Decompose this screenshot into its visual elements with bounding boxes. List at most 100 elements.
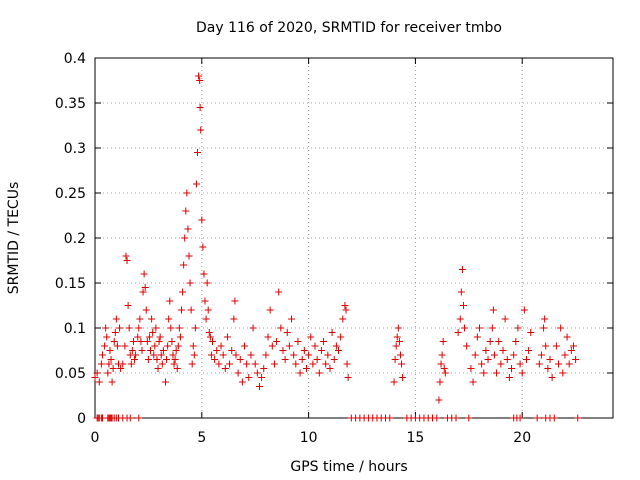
data-point xyxy=(167,324,175,332)
data-point xyxy=(508,365,516,372)
data-point xyxy=(279,347,287,354)
data-point xyxy=(435,396,443,404)
data-point xyxy=(488,324,496,332)
data-point xyxy=(152,324,160,332)
data-point xyxy=(399,374,407,381)
data-point xyxy=(211,356,219,363)
data-point xyxy=(514,324,522,332)
data-point xyxy=(176,333,184,341)
data-point xyxy=(140,270,148,278)
data-point xyxy=(533,414,541,422)
data-point xyxy=(305,351,313,359)
data-point xyxy=(190,351,198,359)
data-point xyxy=(206,333,214,341)
data-point xyxy=(550,414,558,422)
x-axis-label: GPS time / hours xyxy=(290,459,407,475)
x-tick-label: 20 xyxy=(513,430,531,446)
data-point xyxy=(129,338,137,345)
data-point xyxy=(341,302,349,309)
data-point xyxy=(97,360,105,368)
data-point xyxy=(139,288,147,296)
data-point xyxy=(343,360,351,368)
data-point xyxy=(185,252,193,260)
data-point xyxy=(482,347,490,354)
data-point xyxy=(525,347,533,354)
data-point xyxy=(144,356,152,363)
data-point xyxy=(153,356,161,363)
data-point xyxy=(458,266,466,273)
data-point xyxy=(131,356,139,363)
data-point xyxy=(135,324,143,332)
data-point xyxy=(126,414,134,422)
data-point xyxy=(108,378,116,386)
data-point xyxy=(270,360,278,368)
data-point xyxy=(552,342,560,350)
y-axis-label: SRMTID / TECUs xyxy=(6,182,22,295)
x-tick-label: 5 xyxy=(197,430,206,446)
data-point xyxy=(138,347,146,354)
data-point xyxy=(178,306,186,314)
data-point xyxy=(147,347,155,354)
data-point xyxy=(569,342,577,350)
data-point xyxy=(204,306,212,314)
data-point xyxy=(169,351,177,359)
data-point xyxy=(296,369,304,377)
data-point xyxy=(201,297,209,305)
data-point xyxy=(226,360,234,368)
x-tick-label: 0 xyxy=(91,430,100,446)
data-point xyxy=(183,189,191,197)
data-point xyxy=(255,383,263,390)
data-point xyxy=(109,365,117,372)
data-point xyxy=(231,297,239,305)
y-tick-label: 0.2 xyxy=(64,231,86,247)
data-point xyxy=(173,365,181,372)
data-point xyxy=(98,351,106,359)
data-point xyxy=(135,414,143,422)
data-point xyxy=(171,356,179,363)
data-point xyxy=(104,369,112,377)
data-point xyxy=(478,360,486,368)
data-point xyxy=(93,369,101,377)
data-point xyxy=(230,315,238,323)
data-point xyxy=(199,243,207,251)
data-point xyxy=(116,324,124,332)
data-point xyxy=(275,288,283,296)
data-point xyxy=(196,77,204,84)
data-point xyxy=(459,302,467,309)
data-point xyxy=(311,342,319,350)
data-point xyxy=(165,315,173,323)
data-point xyxy=(292,360,300,368)
data-point xyxy=(567,347,575,354)
data-point xyxy=(187,306,195,314)
data-point xyxy=(285,342,293,350)
data-point xyxy=(281,356,289,363)
data-point xyxy=(516,414,524,422)
data-point xyxy=(148,315,156,323)
data-point xyxy=(489,306,497,314)
data-point xyxy=(260,365,268,372)
data-point xyxy=(390,378,398,386)
data-point xyxy=(191,324,199,332)
data-point xyxy=(128,347,136,354)
data-point xyxy=(151,342,159,350)
data-point xyxy=(166,297,174,305)
data-point xyxy=(572,356,580,363)
data-point xyxy=(471,351,479,359)
data-point xyxy=(393,333,401,341)
data-point xyxy=(205,329,213,336)
y-tick-label: 0.25 xyxy=(55,186,86,202)
data-point xyxy=(467,365,475,372)
data-point xyxy=(157,351,165,359)
data-point xyxy=(132,351,140,359)
data-point xyxy=(264,333,272,341)
data-point xyxy=(174,342,182,350)
data-point xyxy=(452,414,460,422)
data-point xyxy=(268,342,276,350)
data-point xyxy=(149,329,157,336)
data-point xyxy=(234,369,242,377)
data-point xyxy=(134,333,142,341)
data-point xyxy=(499,347,507,354)
data-point xyxy=(503,356,511,363)
y-tick-label: 0.05 xyxy=(55,366,86,382)
data-point xyxy=(137,338,145,345)
